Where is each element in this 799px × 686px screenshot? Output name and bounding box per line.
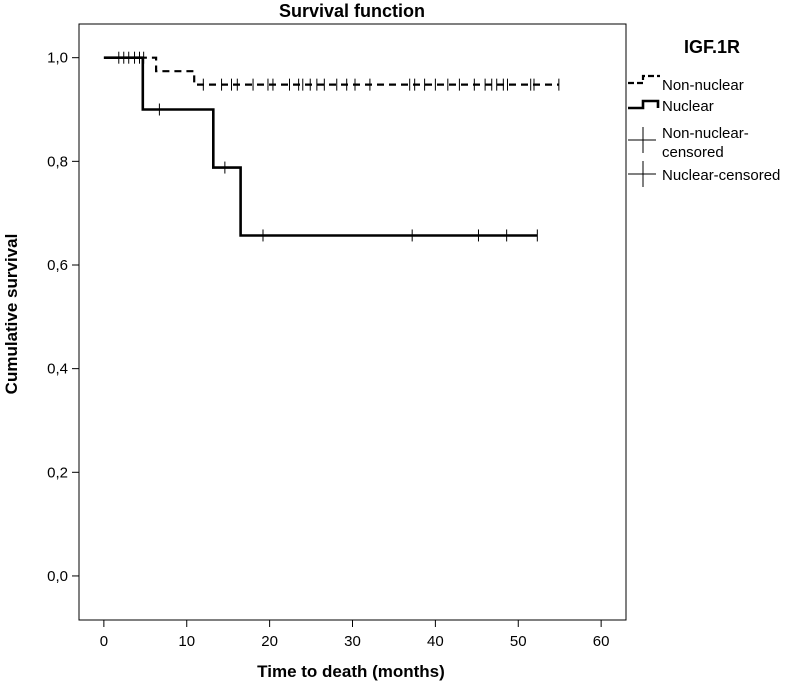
- y-axis-label: Cumulative survival: [2, 234, 21, 395]
- axes: 0 10 20 30 40 50 60 0,0 0,2 0,4 0,6 0,8 1,0: [47, 50, 609, 650]
- legend-label-nuclear: Nuclear: [662, 98, 714, 115]
- x-tick-label: 10: [178, 633, 195, 650]
- legend: IGF.1R Non-nuclear Nuclear Non-nuclear-cen…: [628, 37, 780, 187]
- y-tick-label: 0,0: [47, 568, 68, 585]
- legend-title: IGF.1R: [684, 37, 740, 57]
- legend-swatch-non-nuclear: [628, 74, 660, 85]
- y-tick-label: 0,4: [47, 361, 68, 378]
- legend-label-non-nuclear-censored: Non-nuclear-: [662, 125, 749, 142]
- x-axis-label: Time to death (months): [257, 662, 445, 681]
- y-tick-label: 0,8: [47, 153, 68, 170]
- censor-markers: [118, 51, 560, 242]
- x-tick-label: 0: [100, 633, 108, 650]
- plot-area: [78, 23, 627, 621]
- series-line-nuclear: [103, 56, 538, 237]
- legend-label-non-nuclear: Non-nuclear: [662, 77, 744, 94]
- legend-label-non-nuclear-censored: censored: [662, 144, 724, 161]
- series-line-non-nuclear: [103, 56, 559, 86]
- y-tick-label: 1,0: [47, 50, 68, 67]
- x-tick-label: 30: [344, 633, 361, 650]
- y-tick-label: 0,2: [47, 464, 68, 481]
- series-lines: [103, 56, 559, 237]
- legend-label-nuclear-censored: Nuclear-censored: [662, 167, 780, 184]
- x-tick-label: 50: [510, 633, 527, 650]
- x-tick-label: 40: [427, 633, 444, 650]
- x-tick-label: 20: [261, 633, 278, 650]
- y-tick-label: 0,6: [47, 257, 68, 274]
- chart-title: Survival function: [279, 1, 425, 21]
- legend-swatch-nuclear: [628, 99, 660, 110]
- x-tick-label: 60: [593, 633, 610, 650]
